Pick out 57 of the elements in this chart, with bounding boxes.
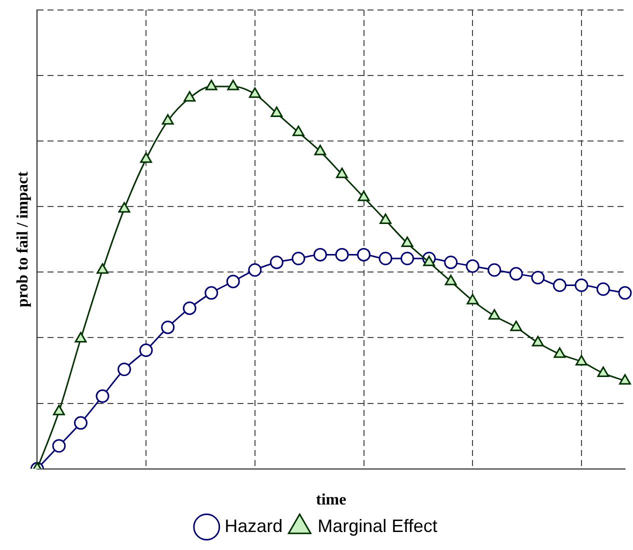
legend-label: Hazard [224, 516, 283, 536]
point [182, 301, 196, 315]
point [336, 168, 348, 178]
y-axis-title: prob to fail / impact [14, 170, 32, 308]
point [401, 236, 414, 247]
point [400, 252, 414, 266]
point [335, 248, 349, 262]
point [531, 270, 545, 284]
point [314, 144, 326, 156]
point [618, 286, 632, 300]
x-axis-title: time [316, 492, 346, 509]
point [466, 259, 480, 273]
point [248, 87, 261, 98]
point [96, 389, 110, 403]
point [184, 91, 196, 102]
point [466, 294, 479, 304]
point [161, 320, 175, 334]
point [357, 248, 371, 262]
point [292, 126, 304, 136]
point [597, 366, 610, 377]
point [576, 354, 588, 366]
point [270, 256, 284, 270]
point [74, 332, 87, 343]
legend-label: Marginal Effect [318, 516, 438, 536]
point [552, 278, 566, 292]
point [139, 344, 153, 358]
point [510, 320, 522, 332]
point [74, 416, 88, 430]
point [227, 80, 240, 90]
point [118, 202, 130, 213]
point [140, 152, 152, 163]
point [488, 263, 502, 277]
point [162, 114, 174, 125]
point [204, 286, 218, 300]
point [380, 214, 392, 224]
point [226, 274, 240, 288]
point [596, 282, 610, 296]
point [313, 248, 327, 262]
point [444, 274, 457, 286]
point [378, 252, 392, 266]
point [554, 347, 566, 358]
point [118, 362, 132, 376]
point [509, 267, 523, 281]
point [205, 80, 218, 90]
point [619, 374, 631, 385]
point [444, 256, 458, 270]
point [532, 336, 544, 346]
point [96, 263, 108, 274]
point [292, 252, 306, 266]
point [270, 106, 283, 117]
point [248, 263, 262, 277]
point [53, 404, 65, 416]
point [574, 278, 588, 292]
point [52, 439, 66, 453]
point [358, 190, 370, 202]
point [488, 309, 500, 320]
point [423, 256, 436, 266]
